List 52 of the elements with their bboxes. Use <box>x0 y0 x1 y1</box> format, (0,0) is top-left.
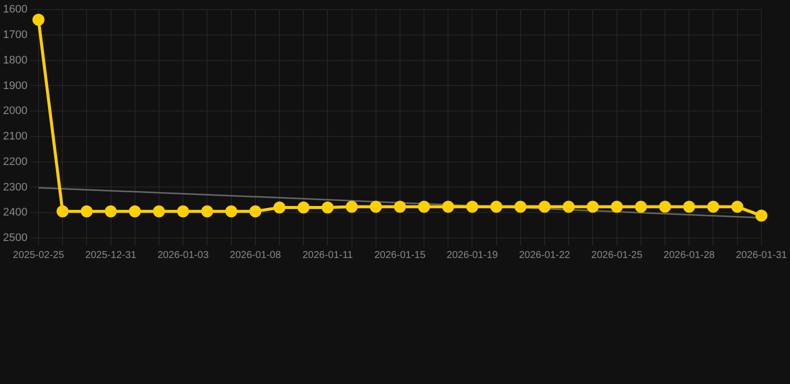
point <box>755 210 768 222</box>
point <box>634 200 647 213</box>
point <box>32 14 44 26</box>
point <box>731 200 744 213</box>
point <box>683 200 696 213</box>
point <box>394 200 406 213</box>
point <box>128 205 141 218</box>
point <box>466 200 478 213</box>
point <box>273 202 286 214</box>
y-tick-label: 2500 <box>2 232 28 244</box>
point <box>418 200 430 213</box>
point <box>490 200 502 213</box>
point <box>225 205 238 218</box>
x-tick-label: 2026-01-31 <box>736 250 788 261</box>
y-tick-label: 2200 <box>2 156 28 168</box>
point <box>442 200 454 213</box>
x-tick-label: 2026-01-03 <box>157 250 210 261</box>
x-tick-label: 2026-01-28 <box>664 250 716 261</box>
y-tick-label: 1700 <box>2 29 28 42</box>
x-tick-label: 2026-01-22 <box>518 250 571 261</box>
y-tick-label: 1600 <box>2 4 28 16</box>
point <box>707 200 720 213</box>
point <box>586 200 599 213</box>
y-tick-label: 1900 <box>2 80 28 92</box>
point <box>322 202 334 214</box>
point <box>152 205 165 218</box>
x-tick-label: 2026-01-19 <box>446 250 498 261</box>
x-tick-label: 2026-01-25 <box>591 250 643 261</box>
y-tick-label: 2300 <box>2 181 28 194</box>
y-tick-label: 2100 <box>2 130 28 143</box>
point <box>562 200 575 213</box>
point <box>346 200 358 213</box>
point <box>249 205 262 218</box>
point <box>177 205 190 218</box>
point <box>538 200 551 213</box>
x-tick-label: 2025-12-31 <box>85 250 137 261</box>
point <box>298 202 310 214</box>
point <box>201 205 214 218</box>
x-tick-label: 2025-02-25 <box>12 250 64 261</box>
y-tick-label: 2400 <box>2 206 28 219</box>
point <box>514 200 526 213</box>
point <box>610 200 623 213</box>
point <box>80 205 93 218</box>
point <box>370 200 382 213</box>
point <box>104 205 117 218</box>
x-tick-label: 2026-01-15 <box>374 250 426 261</box>
y-tick-label: 2000 <box>2 105 28 118</box>
y-tick-label: 1800 <box>2 54 28 66</box>
point <box>56 205 69 218</box>
x-tick-label: 2026-01-08 <box>230 250 282 261</box>
point <box>659 200 672 213</box>
x-tick-label: 2026-01-11 <box>302 250 354 261</box>
